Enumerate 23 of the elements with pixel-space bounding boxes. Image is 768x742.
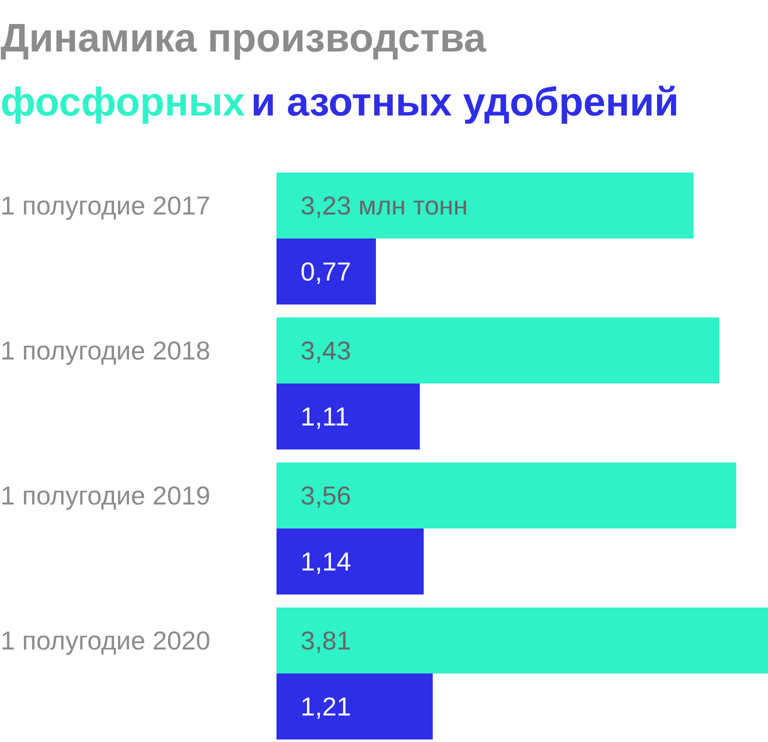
- text: и азотных удобрений: [251, 80, 679, 124]
- bar: [276, 318, 720, 384]
- data-label: 3,56: [300, 480, 352, 510]
- chart-title: Динамика производства: [0, 16, 487, 60]
- series-label: фосфорных: [0, 80, 246, 124]
- bar: [276, 172, 694, 238]
- data-label: 0,77: [300, 256, 352, 286]
- data-label: 3,81: [300, 626, 352, 656]
- data-label: 1,21: [300, 692, 352, 722]
- y-tick-label: 1 полугодие 2017: [0, 190, 210, 220]
- bar: [276, 528, 424, 594]
- bar: [276, 238, 376, 304]
- bar: [276, 608, 768, 674]
- bar: [276, 384, 420, 450]
- data-label: 3,23 млн тонн: [300, 190, 468, 220]
- data-label: 1,11: [300, 402, 350, 432]
- data-label: 1,14: [300, 546, 352, 576]
- data-label: 3,43: [300, 336, 352, 366]
- y-tick-label: 1 полугодие 2019: [0, 480, 210, 510]
- y-tick-label: 1 полугодие 2018: [0, 336, 210, 366]
- bar: [276, 674, 433, 740]
- bar: [276, 462, 736, 528]
- y-tick-label: 1 полугодие 2020: [0, 626, 210, 656]
